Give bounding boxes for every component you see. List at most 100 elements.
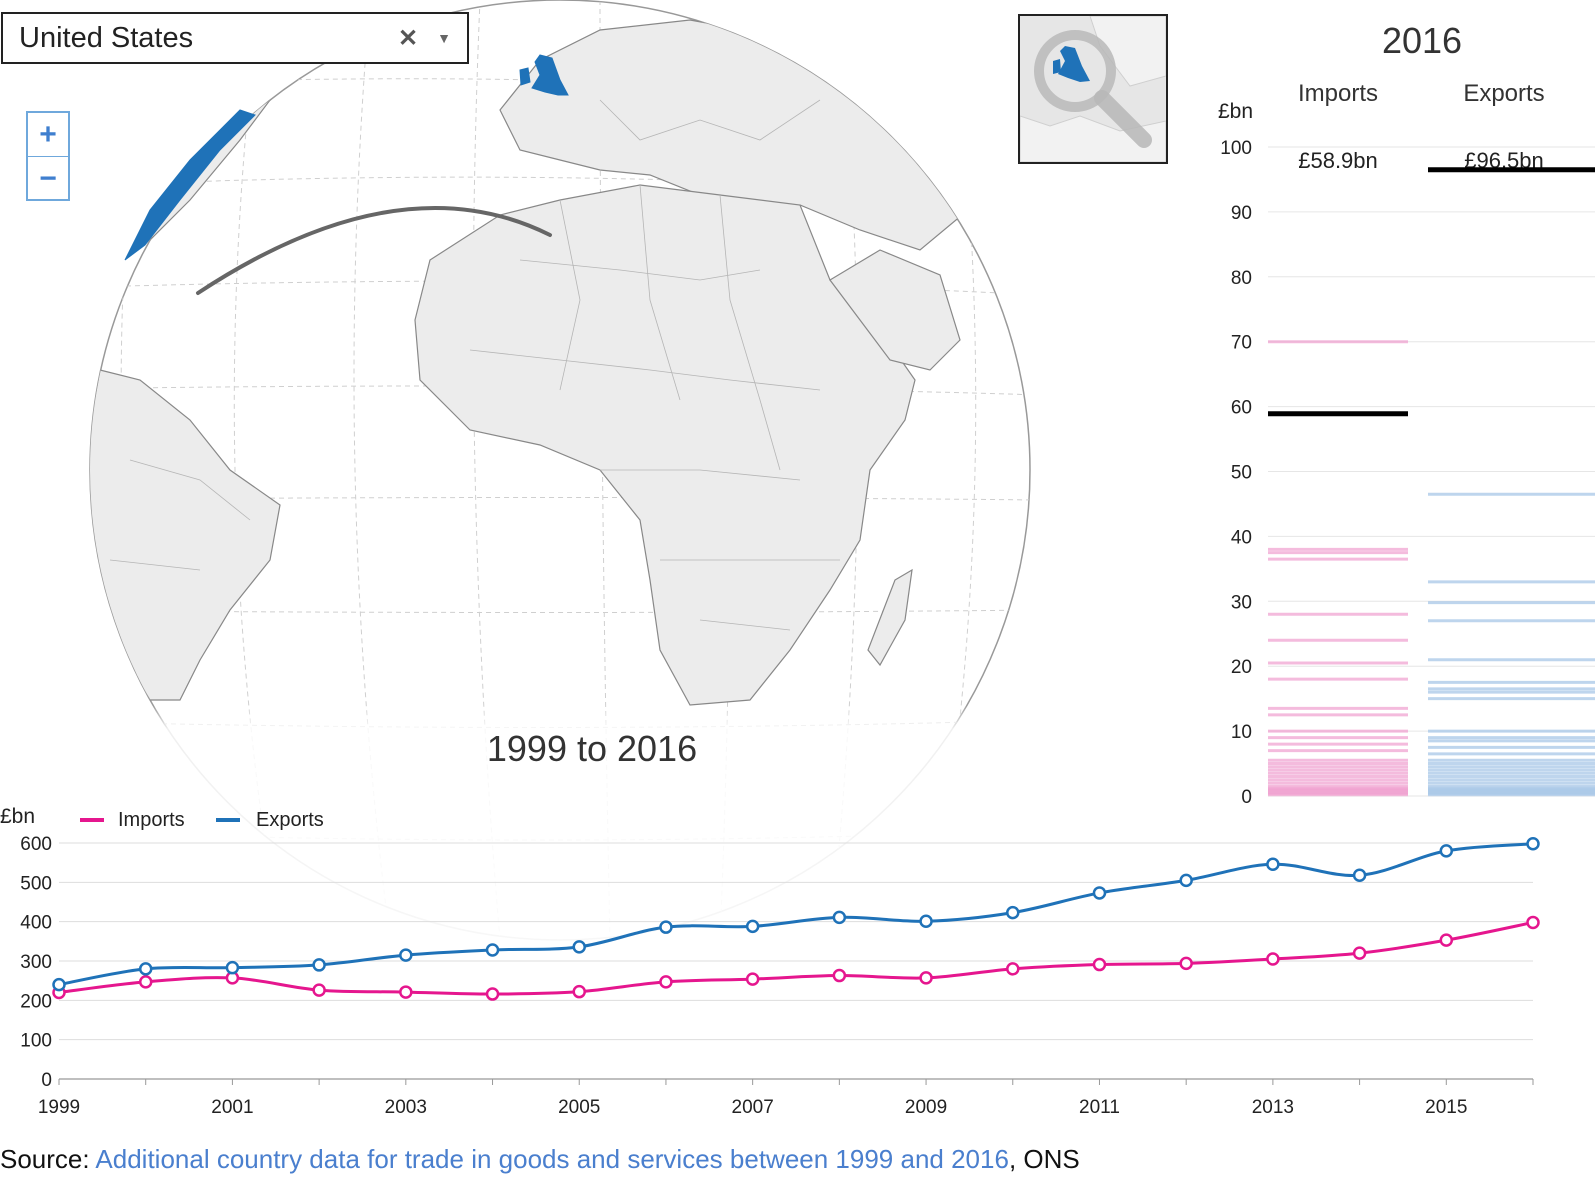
year-y-tick-label: 0 [1241, 787, 1252, 808]
imports-series-line [58, 920, 1534, 996]
country-select[interactable]: United States ✕ ▼ [1, 12, 469, 64]
inset-map-svg [1020, 16, 1166, 162]
x-tick-label: 2005 [558, 1097, 600, 1118]
imports-data-point [745, 972, 760, 986]
line-y-tick-label: 200 [20, 991, 52, 1012]
exports-data-point [225, 960, 240, 975]
line-y-tick-label: 400 [20, 913, 52, 934]
exports-data-point [1352, 868, 1367, 883]
x-tick-label: 2009 [905, 1097, 947, 1118]
year-y-tick-label: 80 [1231, 268, 1252, 289]
exports-data-point [485, 943, 500, 957]
imports-data-point [1179, 956, 1193, 971]
imports-value-label: £58.9bn [1298, 148, 1378, 173]
imports-data-point [1352, 946, 1367, 960]
source-prefix: Source: [0, 1144, 90, 1174]
imports-data-point [1092, 957, 1107, 972]
exports-data-point [659, 920, 673, 934]
imports-column-label: Imports [1298, 80, 1378, 107]
year-y-tick-label: 20 [1231, 657, 1252, 678]
line-y-tick-label: 500 [20, 873, 52, 894]
exports-data-point [1006, 905, 1020, 920]
x-tick-label: 2011 [1079, 1097, 1120, 1118]
imports-data-point [485, 987, 500, 1001]
imports-data-point [1006, 962, 1020, 976]
source-note: Source: Additional country data for trad… [0, 1144, 1080, 1175]
inset-locator-map[interactable] [1018, 14, 1168, 164]
chevron-down-icon[interactable]: ▼ [437, 30, 451, 46]
imports-data-point [1266, 952, 1280, 966]
imports-data-point [572, 984, 586, 999]
uk-highlight [531, 54, 569, 96]
imports-data-point [1439, 933, 1454, 947]
exports-data-point [1266, 857, 1280, 871]
plus-icon[interactable]: + [39, 118, 57, 151]
line-y-tick-label: 300 [20, 952, 52, 973]
exports-column-label: Exports [1463, 80, 1544, 107]
year-strip-chart: £bn Imports Exports £58.9bn £96.5bn 0102… [1218, 80, 1595, 808]
line-y-tick-label: 0 [41, 1070, 52, 1091]
zoom-divider [28, 156, 68, 157]
source-suffix: , ONS [1008, 1144, 1080, 1174]
usa-highlight [124, 109, 256, 261]
x-tick-label: 2003 [385, 1097, 427, 1118]
y-axis-label: £bn [0, 805, 35, 828]
ireland-highlight [519, 67, 531, 86]
exports-data-point [1092, 886, 1107, 900]
imports-data-point [919, 971, 933, 985]
exports-data-point [1526, 837, 1540, 851]
year-y-tick-label: 40 [1231, 527, 1252, 548]
imports-data-point [138, 975, 153, 989]
exports-series-line [58, 842, 1534, 987]
globe-map[interactable] [0, 0, 1040, 1000]
exports-data-point [1179, 873, 1193, 888]
madagascar-landmass [867, 568, 913, 667]
exports-data-point [832, 910, 847, 925]
exports-data-point [312, 958, 326, 972]
year-y-tick-label: 10 [1231, 722, 1252, 743]
trade-route-line [196, 205, 552, 295]
minus-icon[interactable]: − [39, 162, 57, 195]
inset-uk-highlight [1058, 46, 1090, 82]
exports-data-point [572, 940, 586, 954]
x-tick-label: 2015 [1425, 1097, 1467, 1118]
country-borders [109, 99, 840, 631]
exports-data-point [1439, 844, 1454, 858]
year-y-tick-label: 70 [1231, 333, 1252, 354]
line-y-tick-label: 600 [20, 834, 52, 855]
arabia-landmass [829, 249, 961, 371]
imports-data-point [832, 968, 847, 983]
year-y-tick-label: 90 [1231, 203, 1252, 224]
close-icon[interactable]: ✕ [397, 24, 419, 52]
magnifier-icon [1034, 30, 1152, 148]
year-y-tick-label: 30 [1231, 592, 1252, 613]
legend-imports-label: Imports [118, 809, 185, 831]
x-tick-label: 2013 [1252, 1097, 1294, 1118]
chart-title: 1999 to 2016 [486, 728, 698, 769]
x-tick-label: 2007 [732, 1097, 774, 1118]
legend-exports-label: Exports [256, 809, 324, 831]
year-title: 2016 [1381, 20, 1463, 61]
x-tick-label: 1999 [38, 1097, 80, 1118]
imports-data-point [399, 985, 413, 999]
exports-data-point [745, 919, 760, 934]
imports-data-point [1526, 915, 1540, 930]
country-select-value: United States [19, 21, 194, 54]
imports-data-point [312, 983, 326, 997]
trade-line-chart: £bn Imports Exports 0100200300400500600 … [0, 805, 1540, 1118]
land-masses [90, 19, 981, 706]
exports-data-point [52, 977, 66, 992]
x-tick-label: 2001 [211, 1097, 253, 1118]
exports-data-point [919, 914, 933, 929]
year-panel-unit: £bn [1218, 100, 1253, 123]
legend: Imports Exports [80, 809, 324, 831]
exports-data-point [138, 962, 153, 976]
source-link[interactable]: Additional country data for trade in goo… [95, 1144, 1009, 1174]
line-y-tick-label: 100 [20, 1031, 52, 1052]
zoom-control: + − [26, 111, 70, 201]
year-y-tick-label: 100 [1220, 138, 1252, 159]
imports-data-point [659, 975, 673, 989]
exports-data-point [399, 948, 413, 962]
year-y-tick-label: 50 [1231, 463, 1252, 484]
year-y-tick-label: 60 [1231, 398, 1252, 419]
